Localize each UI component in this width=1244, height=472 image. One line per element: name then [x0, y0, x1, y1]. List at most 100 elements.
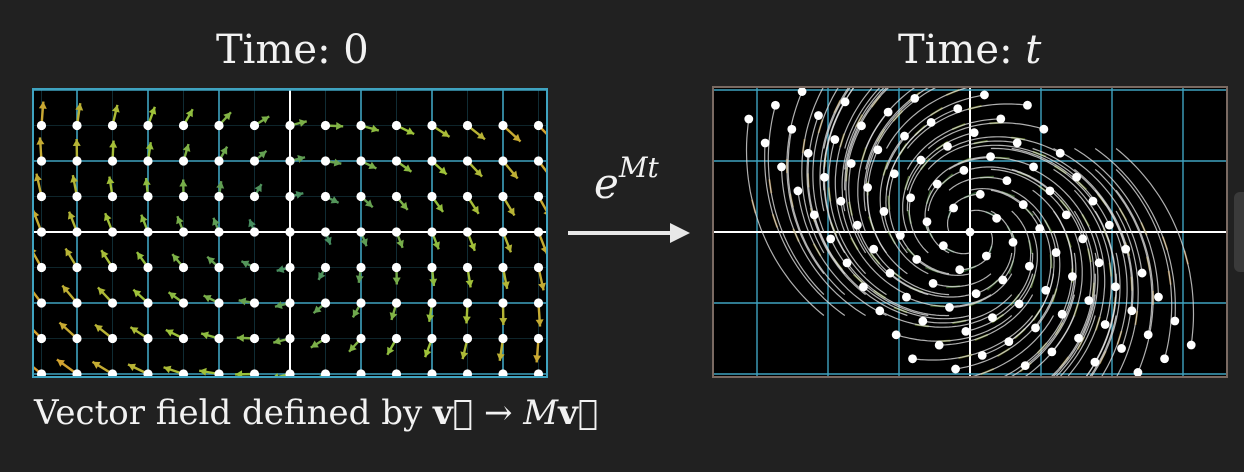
- arrow-head: [109, 140, 118, 148]
- arrow-head: [298, 119, 307, 127]
- sample-point: [36, 120, 47, 131]
- flowed-point: [961, 326, 971, 336]
- flowed-point: [922, 217, 932, 227]
- sample-point: [285, 298, 295, 308]
- flowed-point: [918, 316, 928, 326]
- sample-point: [285, 156, 295, 166]
- arrow-head: [67, 211, 76, 220]
- flowed-point: [1023, 100, 1032, 110]
- flowed-point: [1127, 306, 1137, 316]
- flowed-point: [975, 189, 985, 199]
- sample-point: [178, 369, 189, 376]
- left-panel-title: Time: 0: [216, 30, 369, 70]
- sample-point: [498, 262, 508, 273]
- sample-point: [72, 333, 82, 344]
- flow-trail: [828, 139, 867, 275]
- arrow-head: [396, 239, 404, 248]
- sample-point: [427, 227, 437, 237]
- arrow-head: [274, 301, 283, 309]
- flow-trail: [780, 166, 866, 317]
- arrow-head: [501, 281, 510, 289]
- flow-trail: [947, 207, 955, 233]
- sample-point: [498, 156, 508, 166]
- flow-trail: [823, 88, 851, 149]
- arrow-head: [507, 207, 515, 216]
- flow-trail: [889, 272, 971, 298]
- flowed-point: [943, 141, 952, 151]
- flowed-point: [840, 97, 850, 107]
- arrow-head: [387, 346, 395, 355]
- sample-point: [214, 191, 224, 202]
- caption-arrow: →: [483, 393, 513, 433]
- flow-trail: [969, 166, 1051, 192]
- flowed-point: [1084, 296, 1094, 305]
- sample-point: [391, 227, 402, 237]
- flow-trail: [767, 105, 825, 296]
- sample-point: [214, 262, 224, 273]
- arrow-head: [38, 101, 47, 109]
- sample-point: [72, 120, 82, 131]
- sample-point: [36, 227, 47, 237]
- arrow-head: [543, 211, 546, 215]
- sample-point: [498, 369, 508, 376]
- sample-point: [427, 369, 437, 376]
- flowed-point: [928, 279, 938, 288]
- sample-point: [427, 262, 437, 273]
- flowed-point: [1088, 196, 1098, 206]
- flowed-point: [879, 207, 889, 216]
- sample-point: [107, 227, 118, 237]
- arrow-head: [538, 282, 546, 291]
- arrow-head: [441, 129, 450, 137]
- flowed-point: [1055, 148, 1065, 158]
- arrow-head: [477, 131, 485, 140]
- flow-trail: [969, 144, 1077, 178]
- flow-plot: [714, 88, 1226, 376]
- flowed-point: [965, 227, 975, 237]
- flow-trail: [873, 248, 950, 296]
- arrow-head: [465, 279, 474, 288]
- arrow-head: [72, 138, 81, 147]
- flowed-point: [916, 155, 926, 165]
- arrow-head: [248, 219, 256, 228]
- sample-point: [320, 227, 331, 237]
- sample-point: [249, 227, 260, 237]
- flow-trail: [1055, 252, 1099, 376]
- sample-point: [320, 156, 331, 166]
- arrow-head: [207, 256, 216, 265]
- arrow-head: [261, 116, 270, 124]
- arrow-head: [235, 370, 243, 376]
- flowed-point: [771, 100, 780, 110]
- flow-trail: [912, 315, 1034, 361]
- flowed-point: [1004, 337, 1014, 347]
- arrow-head: [34, 249, 37, 253]
- flowed-point: [981, 251, 991, 261]
- flow-trail: [1053, 147, 1143, 274]
- flow-trail: [879, 135, 905, 233]
- sample-point: [462, 227, 473, 237]
- caption-text: Vector field defined by: [34, 393, 433, 433]
- flow-trail: [972, 315, 1055, 376]
- arrow-head: [295, 190, 304, 199]
- arrow-head: [168, 292, 177, 300]
- flowed-point: [889, 169, 899, 179]
- sample-point: [178, 156, 189, 166]
- flow-trail: [1073, 210, 1095, 339]
- flowed-point: [980, 90, 989, 100]
- sample-point: [356, 298, 366, 308]
- arrow-head: [236, 334, 244, 343]
- flowed-point: [1090, 357, 1100, 367]
- flow-trail: [845, 125, 867, 254]
- arrow-head: [336, 121, 344, 130]
- flowed-point: [1137, 268, 1147, 278]
- flowed-point: [998, 275, 1008, 285]
- flowed-point: [1160, 354, 1169, 364]
- sample-point: [72, 369, 82, 376]
- arrow-head: [324, 236, 332, 245]
- flow-trail: [1024, 252, 1077, 367]
- flowed-point: [1008, 237, 1018, 247]
- flowed-point: [977, 350, 987, 360]
- flowed-point: [863, 183, 872, 192]
- sample-point: [498, 298, 508, 308]
- flow-trail: [969, 209, 998, 219]
- arrow-head: [75, 103, 84, 111]
